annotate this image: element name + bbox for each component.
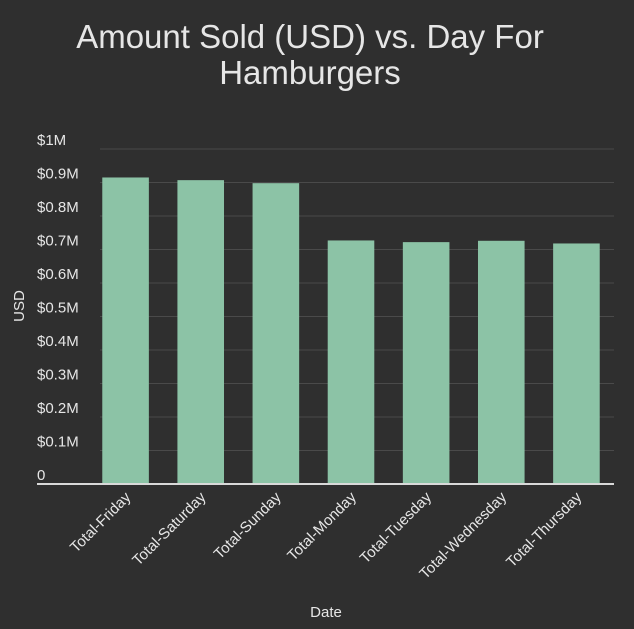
y-tick-label: $0.2M — [37, 400, 79, 417]
y-axis-ticks: 0 $0.1M $0.2M $0.3M $0.4M $0.5M $0.6M $0.7M $0.8… — [37, 132, 79, 484]
y-tick-label: $0.3M — [37, 367, 79, 384]
bar — [102, 177, 149, 484]
y-tick-label: $0.5M — [37, 300, 79, 317]
y-tick-label: $0.1M — [37, 434, 79, 451]
chart-title-line-2: Hamburgers — [219, 54, 401, 91]
y-tick-label: $0.9M — [37, 166, 79, 183]
x-tick-label: Total-Thursday — [503, 488, 586, 571]
y-tick-label: $0.6M — [37, 266, 79, 283]
bar — [252, 183, 300, 485]
bars — [102, 177, 600, 485]
y-tick-label: $0.7M — [37, 233, 79, 250]
y-tick-label: $0.4M — [37, 333, 79, 350]
y-tick-label: $1M — [37, 132, 66, 149]
bar — [177, 180, 225, 484]
chart-title-line-1: Amount Sold (USD) vs. Day For — [76, 18, 544, 55]
bar — [553, 243, 600, 484]
x-tick-label: Total-Tuesday — [357, 488, 436, 567]
bar — [402, 242, 450, 484]
y-axis-label: USD — [11, 290, 28, 322]
x-tick-label: Total-Sunday — [211, 488, 285, 562]
x-tick-label: Total-Friday — [67, 488, 135, 556]
y-tick-label: 0 — [37, 467, 45, 484]
x-tick-label: Total-Monday — [284, 488, 360, 564]
x-axis-label: Date — [310, 604, 342, 621]
y-tick-label: $0.8M — [37, 199, 79, 216]
bar — [477, 240, 525, 484]
x-tick-label: Total-Saturday — [129, 488, 210, 569]
bar — [327, 240, 375, 484]
